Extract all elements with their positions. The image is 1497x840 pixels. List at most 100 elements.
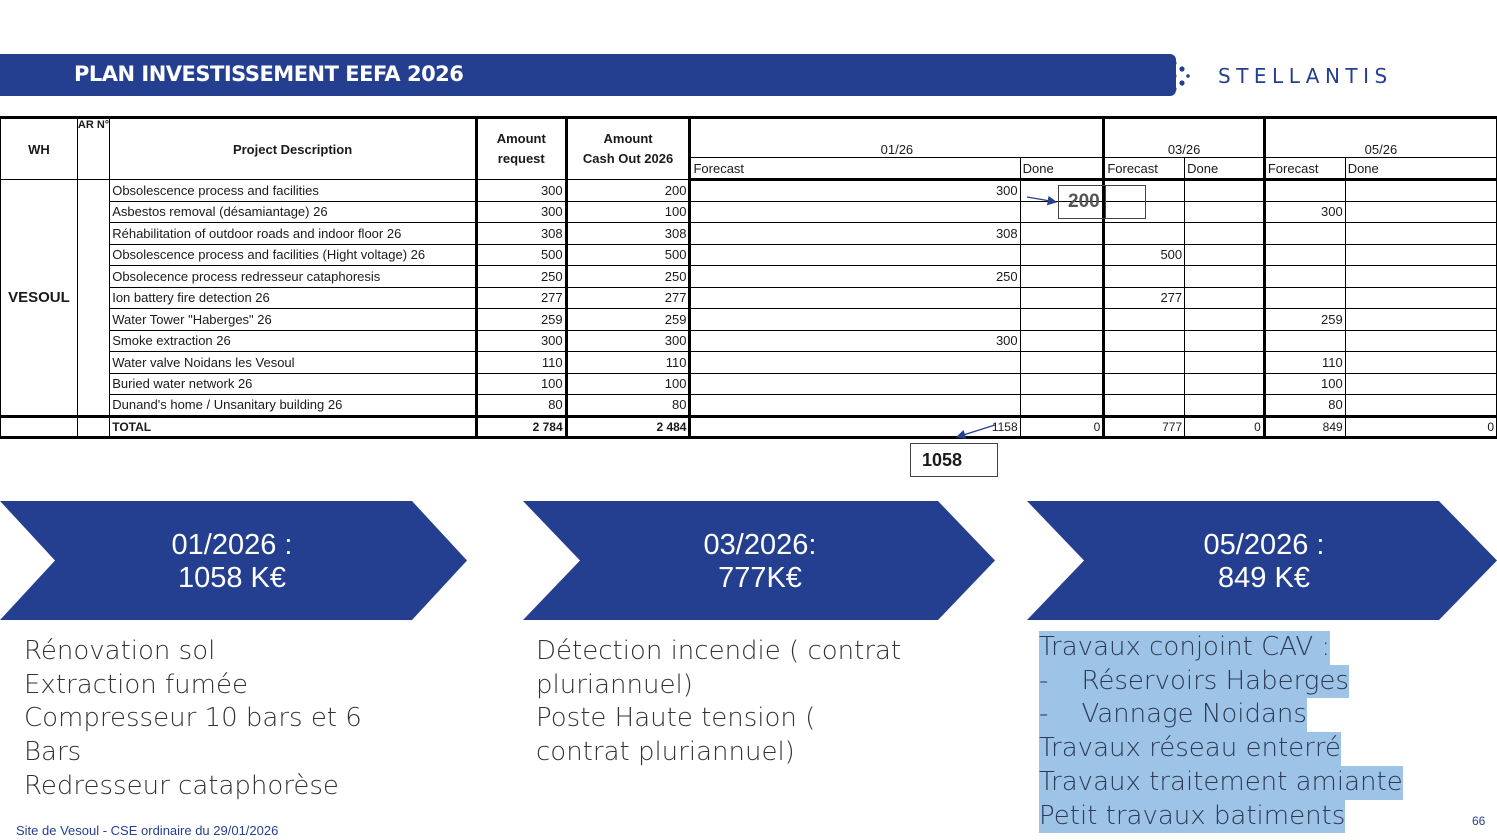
- forecast-05-cell: [1262, 329, 1346, 352]
- description-cell: Water Tower "Haberges" 26: [109, 308, 477, 331]
- total-forecast-01: 1158: [688, 414, 1021, 439]
- amount-request-cell: 259: [474, 308, 567, 331]
- forecast-03-cell: [1102, 329, 1186, 352]
- forecast-03-cell: [1102, 265, 1186, 288]
- total-request: 2 784: [474, 414, 567, 439]
- table-row: VESOUL Obsolescence process and facilitie…: [0, 179, 1497, 417]
- total-wh-cell: [0, 414, 78, 439]
- forecast-01-cell: 250: [688, 265, 1021, 288]
- forecast-05-cell: 259: [1262, 308, 1346, 331]
- table-row: Obsolescence process and facilities (Hig…: [1, 243, 1497, 266]
- done-01-cell: [1019, 351, 1105, 374]
- title-banner: [0, 54, 1176, 96]
- description-cell: Obsolecence process redresseur cataphore…: [109, 265, 477, 288]
- table-row: Smoke extraction 26 300 300 300: [1, 329, 1497, 352]
- forecast-03-cell: [1102, 394, 1186, 417]
- header-done-05: Done: [1344, 157, 1497, 181]
- header-forecast-05: Forecast: [1262, 157, 1346, 181]
- investment-table: WH AR N° Project Description Amount requ…: [0, 115, 1497, 439]
- page-number: 66: [1472, 814, 1486, 828]
- annotation-value-200: 200: [1068, 191, 1100, 212]
- header-forecast-01: Forecast: [688, 157, 1021, 181]
- header-description: Project Description: [109, 116, 477, 180]
- header-done-03: Done: [1184, 157, 1265, 181]
- forecast-03-cell: [1102, 222, 1186, 245]
- list-03-2026: Détection incendie ( contrat pluriannuel…: [536, 635, 901, 770]
- done-03-cell: [1184, 308, 1265, 331]
- forecast-05-cell: 110: [1262, 351, 1346, 374]
- footer-text: Site de Vesoul - CSE ordinaire du 29/01/…: [16, 823, 279, 838]
- description-cell: Water valve Noidans les Vesoul: [109, 351, 477, 374]
- forecast-03-cell: [1102, 308, 1186, 331]
- ar-cell: [76, 179, 111, 417]
- list-05-2026: Travaux conjoint CAV : - Réservoirs Habe…: [1039, 631, 1403, 834]
- chevron-01-period: 01/2026 :: [171, 529, 293, 561]
- done-01-cell: [1019, 222, 1105, 245]
- done-01-cell: [1019, 329, 1105, 352]
- list-01-item: Redresseur cataphorèse: [24, 770, 339, 801]
- list-05-item: Petit travaux batiments: [1039, 799, 1346, 834]
- done-05-cell: [1344, 222, 1497, 245]
- header-ar: AR N°: [76, 116, 111, 180]
- list-05-item: - Vannage Noidans: [1039, 698, 1307, 733]
- done-01-cell: [1019, 243, 1105, 266]
- page-title: PLAN INVESTISSEMENT EEFA 2026: [74, 62, 464, 86]
- chevron-03-2026: [523, 501, 995, 620]
- total-done-01: 0: [1019, 414, 1105, 439]
- header-amount-cashout-line2: Cash Out 2026: [582, 151, 674, 166]
- done-05-cell: [1344, 394, 1497, 417]
- header-amount-cashout-line1: Amount: [603, 131, 653, 146]
- done-01-cell: [1019, 286, 1105, 309]
- forecast-05-cell: [1262, 265, 1346, 288]
- list-03-item: Détection incendie ( contrat: [536, 636, 902, 666]
- total-done-05: 0: [1344, 414, 1497, 439]
- done-01-cell: [1019, 265, 1105, 288]
- forecast-01-cell: [688, 351, 1021, 374]
- description-cell: Buried water network 26: [109, 372, 477, 395]
- amount-cashout-cell: 259: [564, 308, 691, 331]
- done-03-cell: [1184, 351, 1265, 374]
- forecast-05-cell: 100: [1262, 372, 1346, 395]
- forecast-01-cell: 300: [688, 329, 1021, 352]
- done-03-cell: [1184, 329, 1265, 352]
- done-03-cell: [1184, 372, 1265, 395]
- table-row: Buried water network 26 100 100 100: [1, 372, 1497, 395]
- chevron-05-amount: 849 K€: [1218, 562, 1310, 594]
- amount-request-cell: 500: [474, 243, 567, 266]
- site-cell: VESOUL: [0, 179, 78, 417]
- description-cell: Réhabilitation of outdoor roads and indo…: [109, 222, 477, 245]
- amount-request-cell: 300: [474, 329, 567, 352]
- list-05-item: Travaux traitement amiante: [1039, 765, 1403, 800]
- done-03-cell: [1184, 265, 1265, 288]
- table-row: Water valve Noidans les Vesoul 110 110 110: [1, 351, 1497, 374]
- done-05-cell: [1344, 200, 1497, 223]
- description-cell: Ion battery fire detection 26: [109, 286, 477, 309]
- done-05-cell: [1344, 329, 1497, 352]
- forecast-05-cell: [1262, 243, 1346, 266]
- amount-cashout-cell: 200: [564, 179, 691, 202]
- done-03-cell: [1184, 179, 1265, 202]
- chevron-05-2026: [1027, 501, 1497, 620]
- annotation-box-200-divider: [1058, 185, 1106, 219]
- forecast-01-cell: [688, 243, 1021, 266]
- forecast-05-cell: [1262, 286, 1346, 309]
- done-03-cell: [1184, 286, 1265, 309]
- chevron-01-amount: 1058 K€: [177, 562, 287, 594]
- forecast-03-cell: 277: [1102, 286, 1186, 309]
- list-03-item: Poste Haute tension (: [536, 703, 816, 734]
- header-period-03: 03/26: [1102, 115, 1265, 159]
- annotation-value-1058: 1058: [922, 450, 963, 470]
- amount-request-cell: 80: [474, 394, 567, 417]
- list-01-item: Extraction fumée: [24, 669, 248, 700]
- forecast-05-cell: 300: [1262, 200, 1346, 223]
- forecast-03-cell: 500: [1102, 243, 1186, 266]
- amount-cashout-cell: 308: [564, 222, 691, 245]
- forecast-05-cell: [1262, 222, 1346, 245]
- forecast-03-cell: [1102, 351, 1186, 374]
- chevron-03-label: 03/2026: 777K€: [580, 529, 940, 595]
- header-forecast-03: Forecast: [1102, 157, 1186, 181]
- amount-request-cell: 110: [474, 351, 567, 374]
- forecast-01-cell: 300: [688, 179, 1021, 202]
- amount-request-cell: 308: [474, 222, 567, 245]
- done-05-cell: [1344, 265, 1497, 288]
